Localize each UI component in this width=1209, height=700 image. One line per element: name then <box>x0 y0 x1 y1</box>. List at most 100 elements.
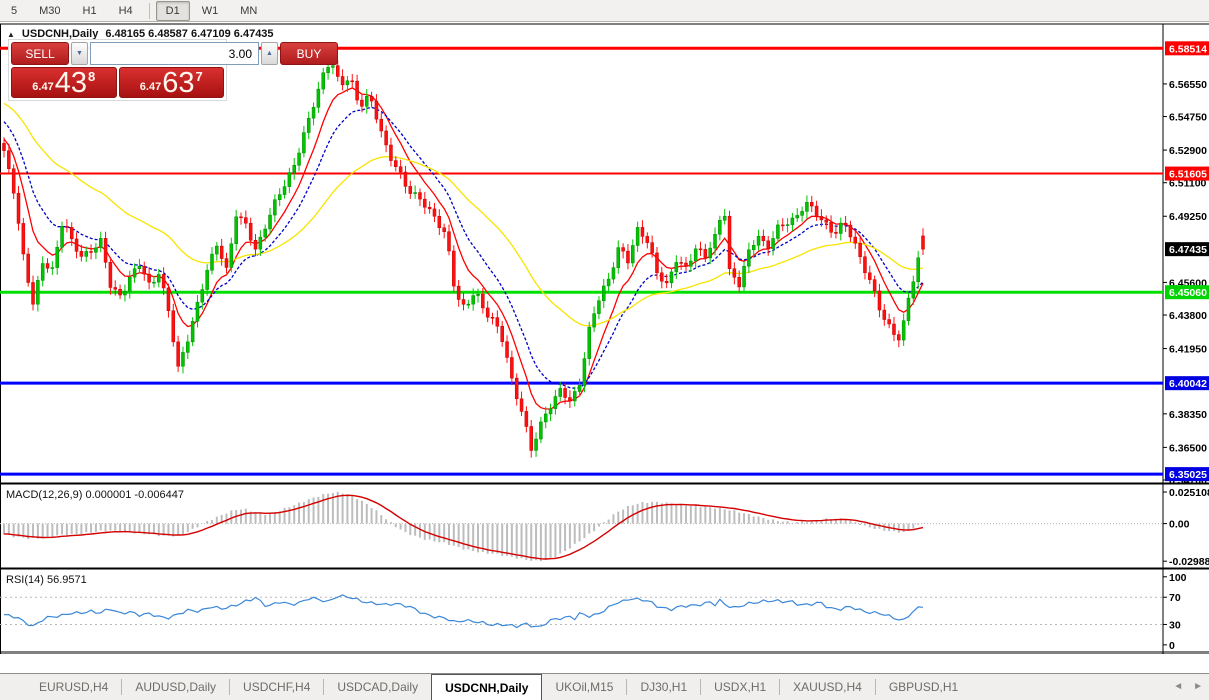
ohlc-values: 6.48165 6.48587 6.47109 6.47435 <box>105 28 274 40</box>
candle-body <box>239 216 243 219</box>
candle-body <box>186 341 190 353</box>
ask-price-pips: 63 <box>162 67 195 99</box>
candle-body <box>234 216 238 245</box>
candle-body <box>7 150 11 169</box>
tab-separator <box>779 679 781 695</box>
candle-body <box>321 72 325 90</box>
candle-body <box>408 186 413 194</box>
candle-body <box>616 247 621 268</box>
tab-separator <box>700 679 702 695</box>
candle-body <box>311 107 316 119</box>
candle-body <box>118 288 122 296</box>
buy-button[interactable]: BUY <box>280 42 338 65</box>
candle-body <box>360 99 364 107</box>
candle-body <box>248 222 253 241</box>
ask-quote-button[interactable]: 6.47 63 7 <box>118 67 224 99</box>
candle-body <box>906 297 911 321</box>
chart-tab-eurusd[interactable]: EURUSD,H4 <box>39 680 109 694</box>
timeframe-button-d1[interactable]: D1 <box>155 0 190 21</box>
tab-scroll-right-icon[interactable]: ► <box>1193 681 1203 692</box>
chart-tab-usdcnh[interactable]: USDCNH,Daily <box>431 674 543 700</box>
chart-tab-usdcad[interactable]: USDCAD,Daily <box>337 680 419 694</box>
candle-body <box>577 385 582 392</box>
timeframe-button-5[interactable]: 5 <box>11 4 18 17</box>
candle-body <box>868 272 872 280</box>
candle-body <box>679 262 683 264</box>
candle-body <box>205 269 209 290</box>
volume-decrease-button[interactable]: ▼ <box>71 42 88 65</box>
candle-body <box>365 96 369 107</box>
bid-quote-button[interactable]: 6.47 43 8 <box>11 67 117 98</box>
candle-body <box>69 227 74 240</box>
candle-body <box>877 290 882 311</box>
candle-body <box>384 130 388 146</box>
chart-tab-ukoil[interactable]: UKOil,M15 <box>555 680 614 694</box>
candle-body <box>461 299 466 305</box>
candle-body <box>872 279 877 292</box>
timeframe-button-m30[interactable]: M30 <box>39 4 61 17</box>
price-chart-canvas[interactable]: 6.565506.547506.529006.511006.492506.456… <box>0 23 1209 654</box>
candle-body <box>297 152 301 166</box>
volume-input[interactable] <box>90 42 259 65</box>
candle-body <box>563 388 567 398</box>
candle-body <box>674 262 679 273</box>
candle-body <box>495 317 500 327</box>
candle-body <box>340 76 345 86</box>
timeframe-button-h1[interactable]: H1 <box>82 4 97 17</box>
candle-body <box>805 202 809 212</box>
price-badge-label: 6.51605 <box>1169 169 1207 181</box>
candle-body <box>79 251 84 257</box>
chart-tab-audusd[interactable]: AUDUSD,Daily <box>135 680 217 694</box>
candle-body <box>901 320 906 341</box>
candle-body <box>626 250 630 264</box>
candle-body <box>737 277 741 288</box>
chart-tab-usdchf[interactable]: USDCHF,H4 <box>243 680 311 694</box>
candle-body <box>98 238 103 249</box>
candle-body <box>84 251 88 257</box>
candle-body <box>452 250 456 287</box>
candle-body <box>166 287 171 311</box>
sell-button[interactable]: SELL <box>11 42 69 65</box>
collapse-panel-icon[interactable]: ▲ <box>7 29 15 39</box>
timeframe-toolbar: 5 M30 H1 H4 D1 W1 MN <box>0 0 1209 22</box>
candle-body <box>761 236 766 242</box>
candle-body <box>403 171 408 187</box>
candle-body <box>727 215 732 269</box>
candle-body <box>94 247 98 253</box>
timeframe-button-h4[interactable]: H4 <box>118 4 133 17</box>
chart-frame: 6.56550 6.54750 6.52900 6.51100 6.49250 6.456… <box>0 23 1209 654</box>
timeframe-button-w1[interactable]: W1 <box>201 4 219 17</box>
candle-body <box>519 398 524 412</box>
chart-tab-xauusd[interactable]: XAUUSD,H4 <box>793 680 862 694</box>
price-axis-label: 6.56550 <box>1169 79 1207 91</box>
chart-tab-dj30[interactable]: DJ30,H1 <box>640 680 688 694</box>
candle-body <box>916 257 920 283</box>
candle-body <box>664 280 669 284</box>
volume-increase-button[interactable]: ▲ <box>261 42 278 65</box>
candle-body <box>572 391 577 402</box>
candle-body <box>718 220 722 235</box>
rsi-axis-label: 0 <box>1169 640 1175 652</box>
candle-body <box>863 256 867 274</box>
tab-separator <box>229 679 231 695</box>
candle-body <box>611 267 616 280</box>
chart-tab-usdx[interactable]: USDX,H1 <box>714 680 767 694</box>
candle-body <box>751 245 756 251</box>
candle-body <box>510 357 514 379</box>
candle-body <box>65 226 69 228</box>
price-axis-label: 6.43800 <box>1169 310 1207 322</box>
candle-body <box>698 248 703 251</box>
candle-body <box>253 240 258 250</box>
chart-tab-gbpusd[interactable]: GBPUSD,H1 <box>888 680 959 694</box>
candle-body <box>31 282 35 305</box>
candle-body <box>684 262 688 267</box>
candle-body <box>897 334 901 341</box>
candle-body <box>669 271 674 284</box>
timeframe-button-mn[interactable]: MN <box>240 4 258 17</box>
macd-axis-label: 0.025108 <box>1169 487 1209 499</box>
candle-body <box>200 289 205 303</box>
candle-body <box>224 258 229 268</box>
candle-body <box>147 273 151 283</box>
tab-scroll-left-icon[interactable]: ◄ <box>1173 681 1184 692</box>
